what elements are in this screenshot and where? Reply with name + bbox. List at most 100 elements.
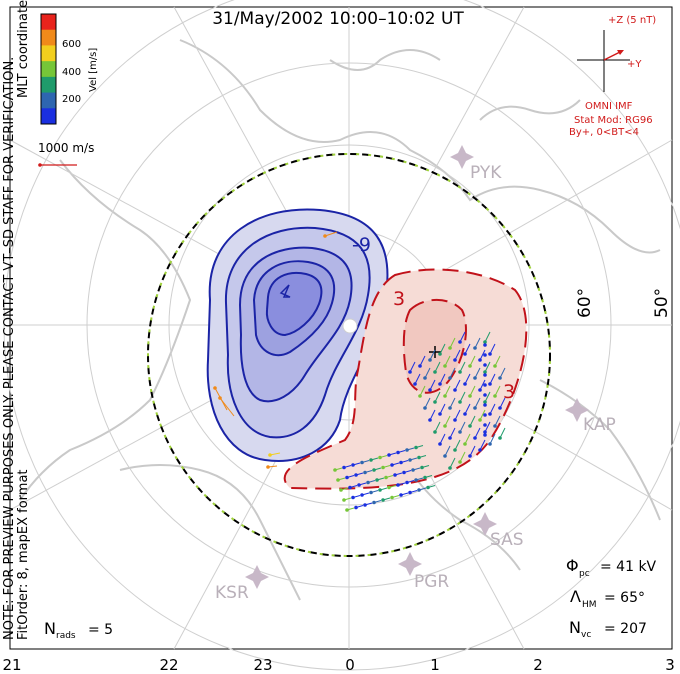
velocity-point <box>369 490 373 495</box>
velocity-vector <box>489 343 496 355</box>
velocity-point <box>418 364 422 368</box>
velocity-vector <box>449 397 456 409</box>
velocity-point <box>402 470 406 475</box>
velocity-point <box>483 370 487 374</box>
colorbar-tick-200: 200 <box>62 94 81 105</box>
velocity-point <box>366 480 370 485</box>
mlt-coordinates-label: MLT coordinates <box>16 0 31 98</box>
velocity-point <box>342 498 346 502</box>
velocity-vector <box>469 445 476 457</box>
velocity-point <box>342 465 346 470</box>
velocity-point <box>473 376 477 380</box>
svg-text:1000 m/s: 1000 m/s <box>38 141 94 155</box>
velocity-vector <box>489 433 496 445</box>
velocity-vector <box>469 355 476 367</box>
velocity-point <box>463 382 467 386</box>
velocity-point <box>458 340 462 344</box>
latitude-label-50: 50° <box>652 288 672 318</box>
velocity-point <box>478 388 482 392</box>
velocity-point <box>448 346 452 350</box>
mlt-tick-3: 3 <box>665 656 675 674</box>
stat-lambda-hm: Λ HM = 65° <box>570 587 645 610</box>
velocity-point <box>420 465 424 470</box>
colorbar-swatch <box>41 14 56 31</box>
velocity-point <box>478 418 482 422</box>
velocity-vector <box>474 397 481 409</box>
svg-text:PYK: PYK <box>470 163 502 183</box>
velocity-point <box>488 442 492 446</box>
velocity-point <box>448 436 452 440</box>
velocity-point <box>498 406 502 410</box>
svg-text:rads: rads <box>56 631 76 641</box>
velocity-point <box>428 418 432 422</box>
velocity-point <box>354 505 358 510</box>
velocity-point <box>387 485 391 490</box>
fit-order-label: FitOrder: 8, mapEX format <box>16 469 31 640</box>
station-ksr: KSR <box>215 565 269 603</box>
velocity-point <box>363 470 367 475</box>
colorbar-swatch <box>41 61 56 78</box>
velocity-point <box>498 436 502 440</box>
svg-text:N: N <box>44 619 56 638</box>
velocity-point <box>369 458 373 462</box>
velocity-point <box>372 500 376 505</box>
velocity-colorbar: 600 400 200 Vel [m/s] <box>40 13 99 125</box>
velocity-vector <box>479 409 486 421</box>
velocity-point <box>423 475 427 480</box>
svg-text:SAS: SAS <box>490 530 524 550</box>
svg-text:= 207: = 207 <box>604 621 647 637</box>
velocity-vector <box>419 385 426 397</box>
svg-text:By+, 0<BT<4: By+, 0<BT<4 <box>569 127 639 138</box>
velocity-vector <box>444 445 451 457</box>
vector-scale: 1000 m/s <box>38 141 94 167</box>
velocity-point <box>483 393 487 397</box>
colorbar-swatch <box>41 108 56 125</box>
velocity-vector <box>494 355 501 367</box>
velocity-vector <box>454 409 461 421</box>
svg-text:Λ: Λ <box>570 587 581 606</box>
velocity-point <box>428 388 432 392</box>
velocity-point <box>458 370 462 374</box>
velocity-point <box>433 430 437 434</box>
velocity-point <box>393 473 397 477</box>
velocity-vector <box>494 415 501 427</box>
velocity-point <box>351 495 355 500</box>
mlt-tick-23: 23 <box>253 656 272 674</box>
colorbar-swatch <box>41 29 56 46</box>
velocity-vector <box>454 349 461 361</box>
velocity-point <box>360 460 364 465</box>
velocity-vector <box>479 349 486 361</box>
station-pgr: PGR <box>398 552 449 592</box>
svg-text:Φ: Φ <box>566 556 579 575</box>
colorbar-swatch <box>41 92 56 109</box>
velocity-point <box>390 463 394 467</box>
negative-convection-cell <box>206 208 389 462</box>
velocity-vector <box>429 349 436 361</box>
velocity-point <box>405 448 409 452</box>
velocity-vector <box>449 427 456 439</box>
velocity-vector <box>464 373 471 385</box>
stat-nrads: N rads = 5 <box>44 619 113 641</box>
velocity-point <box>458 430 462 434</box>
velocity-point <box>438 412 442 416</box>
velocity-vector <box>499 367 506 379</box>
velocity-point <box>378 455 382 460</box>
velocity-point <box>323 234 327 238</box>
velocity-vector <box>474 367 481 379</box>
station-pyk: PYK <box>450 145 502 183</box>
velocity-point <box>483 423 487 427</box>
velocity-vector <box>484 391 491 403</box>
contour-label-positive: 3 <box>393 288 405 310</box>
velocity-vector <box>439 343 446 355</box>
velocity-point <box>381 498 385 502</box>
velocity-point <box>468 394 472 398</box>
velocity-point <box>381 465 385 470</box>
velocity-point <box>483 353 487 357</box>
velocity-point <box>417 488 421 492</box>
imf-clock: +Z (5 nT) +Y OMNI IMF Stat Mod: RG96 By+… <box>569 15 656 138</box>
velocity-point <box>498 376 502 380</box>
contour-label-positive-2: 3 <box>503 381 515 403</box>
station-kap: KAP <box>565 398 616 435</box>
latitude-label-60: 60° <box>575 288 595 318</box>
